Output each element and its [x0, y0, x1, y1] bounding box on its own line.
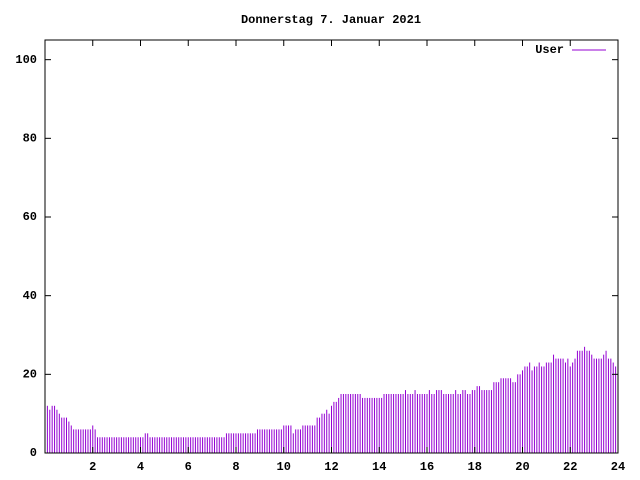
x-tick-label: 2 — [89, 460, 96, 474]
y-tick-label: 80 — [23, 132, 37, 146]
x-tick-label: 4 — [137, 460, 144, 474]
x-tick-label: 24 — [611, 460, 625, 474]
y-tick-label: 40 — [23, 289, 37, 303]
x-tick-label: 20 — [515, 460, 529, 474]
y-tick-label: 60 — [23, 210, 37, 224]
x-tick-label: 14 — [372, 460, 386, 474]
chart-title: Donnerstag 7. Januar 2021 — [241, 13, 421, 27]
x-tick-label: 12 — [324, 460, 338, 474]
legend-label: User — [535, 43, 564, 57]
x-tick-label: 22 — [563, 460, 577, 474]
x-tick-label: 8 — [232, 460, 239, 474]
y-tick-label: 0 — [30, 446, 37, 460]
y-tick-label: 100 — [15, 53, 37, 67]
x-tick-label: 18 — [468, 460, 482, 474]
x-tick-label: 10 — [277, 460, 291, 474]
y-tick-label: 20 — [23, 368, 37, 382]
x-tick-label: 16 — [420, 460, 434, 474]
x-tick-label: 6 — [185, 460, 192, 474]
